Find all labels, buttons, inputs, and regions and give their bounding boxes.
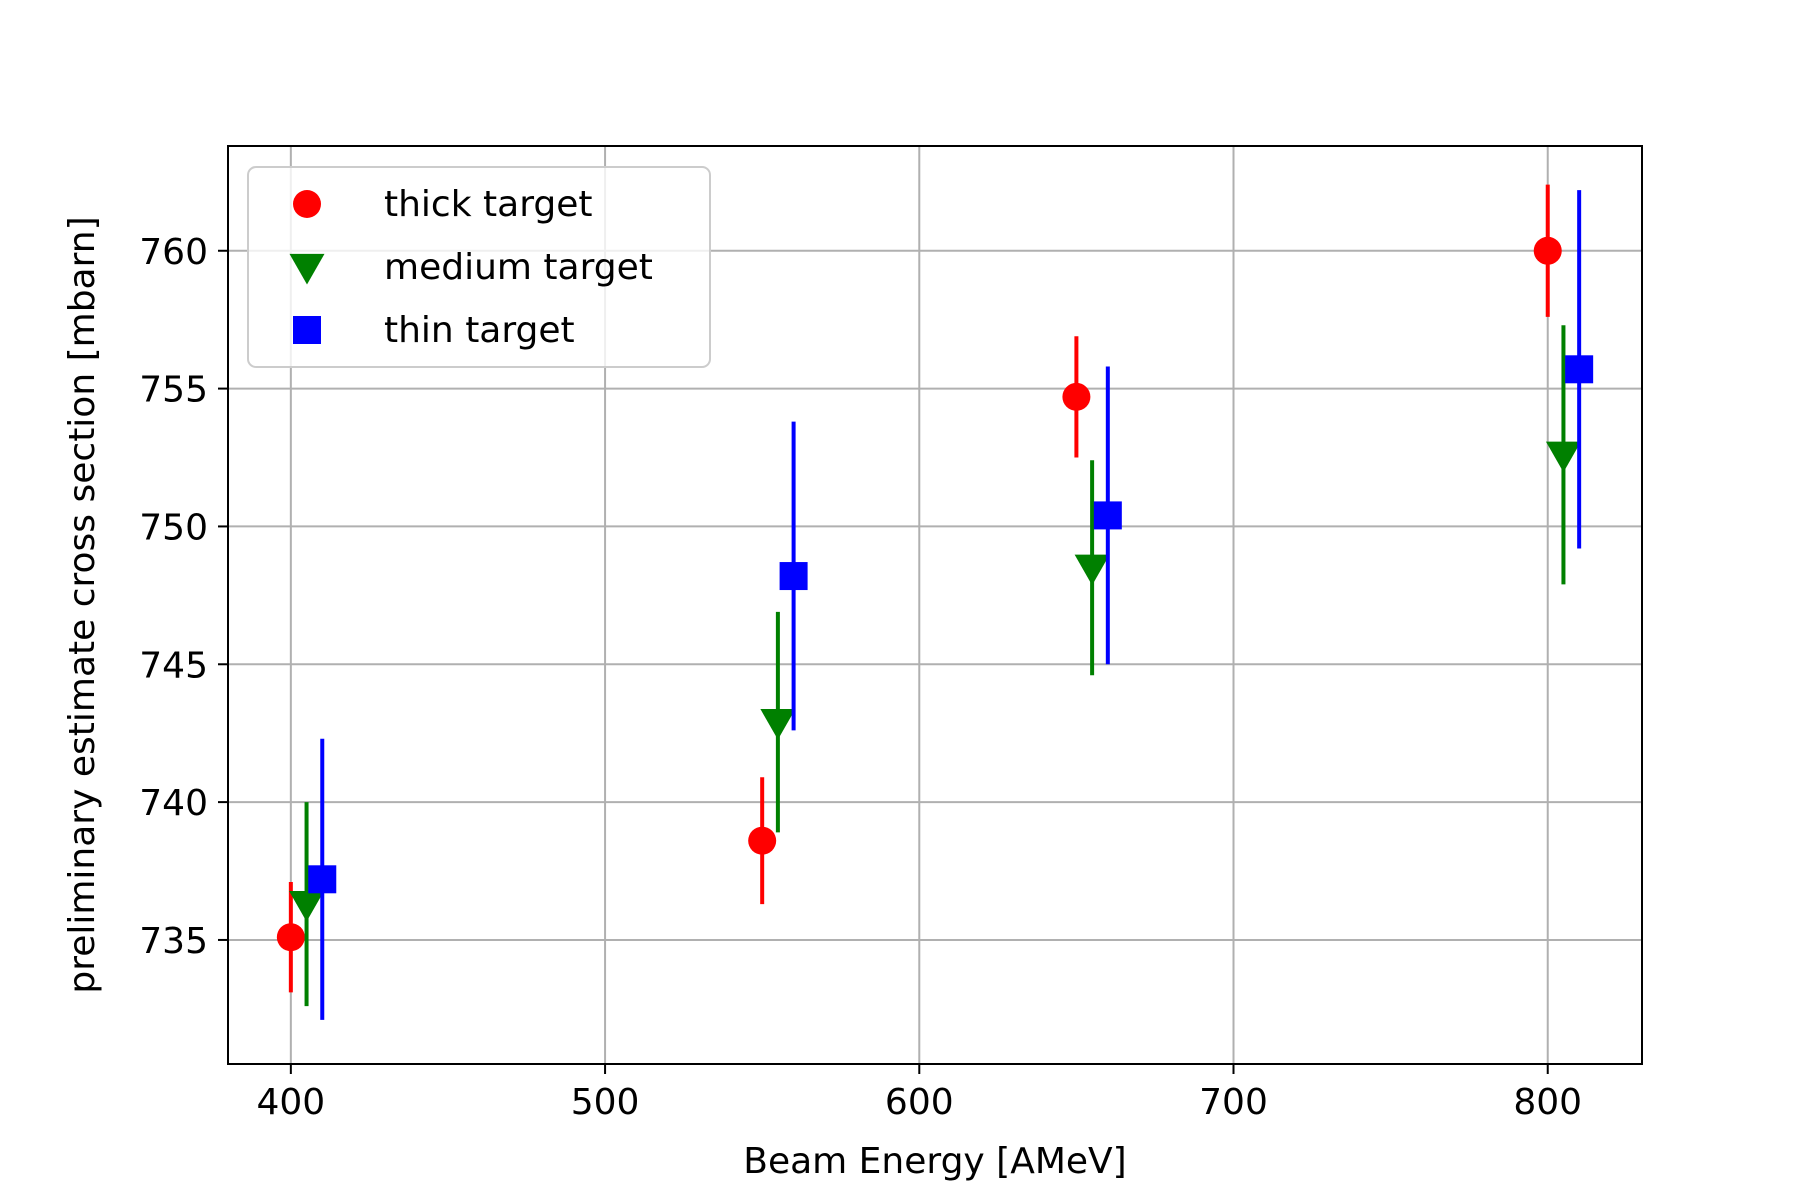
legend-marker: [293, 316, 321, 344]
data-point: [760, 709, 796, 740]
data-points: [276, 184, 1594, 1020]
series-medium-target: [289, 325, 1581, 1007]
x-tick-label: 600: [885, 1082, 954, 1123]
series-thick-target: [276, 184, 1562, 993]
data-point: [1074, 554, 1110, 586]
y-tick-label: 740: [139, 783, 208, 824]
y-tick-label: 750: [139, 507, 208, 548]
legend-box: [247, 166, 711, 368]
data-point: [276, 923, 305, 952]
y-tick-label: 735: [139, 921, 208, 962]
axis-ticks: 400 500 600 700 800 735 740 745 750 755 760: [139, 232, 1582, 1123]
legend-marker: [289, 253, 325, 285]
x-tick-label: 400: [256, 1082, 325, 1123]
legend-marker: [293, 190, 321, 218]
grid: [228, 146, 1642, 1064]
data-point: [1533, 236, 1562, 265]
legend-label: medium target: [384, 247, 653, 288]
data-point: [308, 865, 337, 894]
legend-label: thick target: [384, 184, 592, 225]
series-thin-target: [308, 190, 1594, 1020]
data-point: [779, 562, 808, 591]
x-axis-label: Beam Energy [AMeV]: [743, 1141, 1126, 1182]
data-point: [1545, 441, 1581, 473]
plot-frame: [227, 145, 1643, 1065]
legend-label: thin target: [384, 310, 575, 351]
data-point: [1565, 355, 1594, 384]
y-tick-label: 760: [139, 232, 208, 273]
x-tick-label: 800: [1513, 1082, 1582, 1123]
y-tick-label: 755: [139, 370, 208, 411]
legend: thick target medium target thin target: [247, 166, 711, 368]
data-point: [748, 826, 777, 855]
x-tick-label: 500: [571, 1082, 640, 1123]
y-tick-label: 745: [139, 645, 208, 686]
x-tick-label: 700: [1199, 1082, 1268, 1123]
y-axis-label: preliminary estimate cross section [mbar…: [62, 216, 103, 993]
data-point: [1062, 382, 1091, 411]
data-point: [289, 890, 325, 922]
data-point: [1093, 501, 1122, 530]
